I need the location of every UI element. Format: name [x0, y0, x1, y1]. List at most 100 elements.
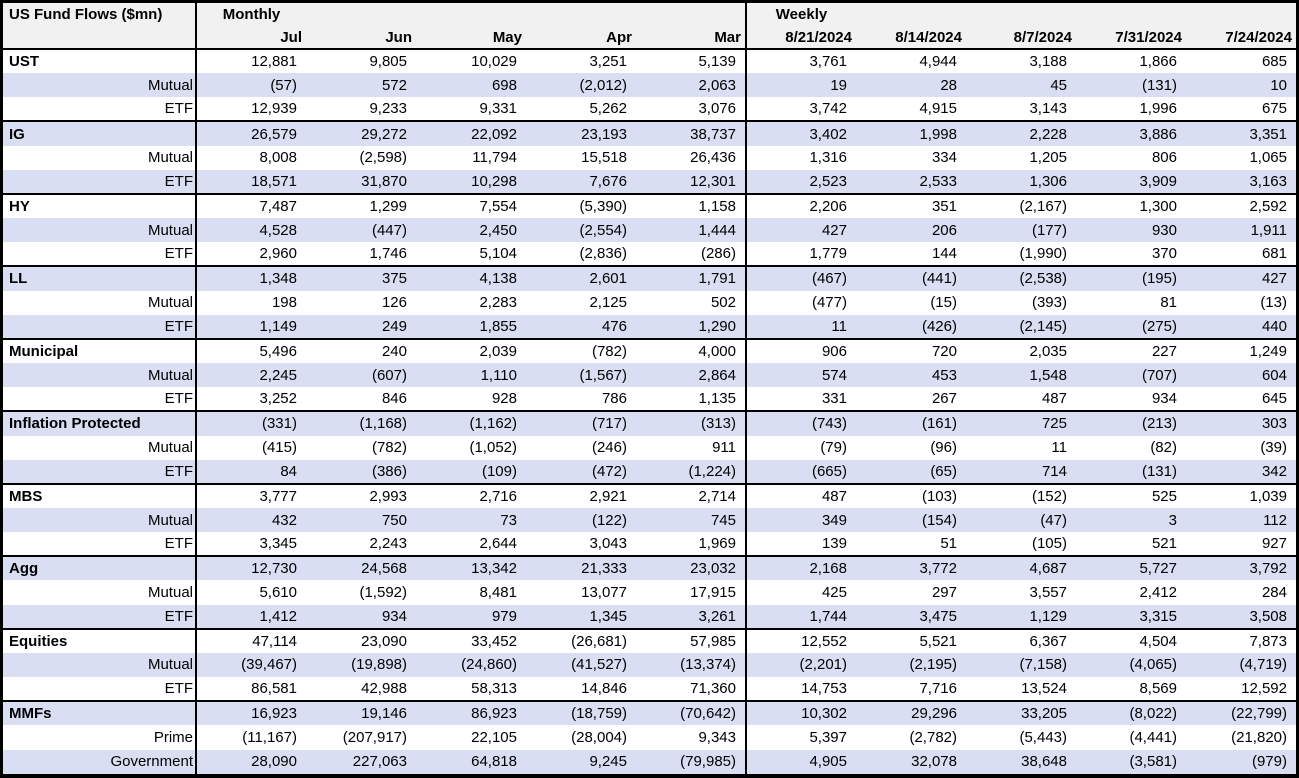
monthly-value: 4,528 [196, 218, 306, 243]
monthly-value: (447) [306, 218, 416, 243]
category-label: HY [3, 192, 197, 219]
monthly-value: 8,008 [259, 149, 297, 167]
sub-category-label: Government [3, 749, 197, 774]
weekly-value: 927 [1261, 535, 1287, 553]
sub-row-mutual: Mutual 432 750 73 (122) 745 349 (154) (47) 3 112 [3, 507, 1296, 533]
monthly-value: 57,985 [636, 627, 747, 653]
monthly-value: 375 [306, 265, 416, 291]
sub-category-label: ETF [3, 97, 197, 122]
weekly-value: 3,143 [1029, 100, 1067, 118]
weekly-value: 3,909 [1076, 169, 1186, 194]
monthly-value: 5,104 [479, 245, 517, 263]
monthly-value: 73 [416, 507, 526, 533]
monthly-value: 11,794 [472, 149, 517, 167]
weekly-value: 7,716 [919, 680, 957, 698]
monthly-value: 23,032 [636, 555, 747, 581]
weekly-value: 1,548 [966, 363, 1076, 388]
weekly-value: 38,648 [966, 749, 1076, 774]
weekly-value: 5,727 [1076, 555, 1186, 581]
monthly-value: (472) [526, 459, 636, 484]
monthly-value: 47,114 [196, 627, 306, 653]
monthly-value: 2,921 [526, 482, 636, 508]
monthly-value: 745 [636, 507, 747, 533]
weekly-value: 1,306 [966, 169, 1076, 194]
weekly-value: 3,475 [856, 604, 966, 629]
weekly-value: (22,799) [1186, 700, 1296, 726]
sub-category-label: Mutual [3, 435, 197, 460]
weekly-value: 1,779 [809, 245, 847, 263]
category-label: Municipal [3, 337, 197, 364]
weekly-value: 5,521 [856, 627, 966, 653]
weekly-value: 2,168 [746, 555, 856, 581]
monthly-value: 26,436 [636, 145, 747, 170]
weekly-value: 4,504 [1076, 627, 1186, 653]
weekly-value: 45 [966, 73, 1076, 98]
weekly-value: (2,201) [746, 652, 856, 678]
monthly-value: (415) [261, 439, 297, 457]
table-title: US Fund Flows ($mn) [3, 3, 197, 49]
weekly-value: 112 [1186, 507, 1296, 533]
weekly-value: 1,866 [1076, 47, 1186, 74]
weekly-value: (441) [856, 265, 966, 291]
group-row-ust: UST 12,881 9,805 10,029 3,251 5,139 3,761 4,944… [3, 47, 1296, 74]
sub-category-label: ETF [3, 604, 197, 629]
category-label: MBS [3, 482, 197, 508]
monthly-value: 1,969 [636, 532, 747, 557]
monthly-value: 38,737 [636, 120, 747, 146]
monthly-value: 8,481 [479, 584, 517, 602]
sub-row-etf: ETF 84 (386) (109) (472) (1,224) (665) (65) 714(… [3, 459, 1296, 484]
monthly-value: (13,374) [636, 652, 747, 678]
weekly-value: 14,753 [801, 680, 847, 698]
monthly-value: 23,193 [526, 120, 636, 146]
monthly-value: (1,162) [416, 410, 526, 436]
month-header-mar: Mar [636, 26, 747, 50]
monthly-value: 22,105 [471, 728, 517, 746]
sub-row-etf: ETF 12,939 9,233 9,331 5,262 3,076 3,742 4,915 3… [3, 97, 1296, 122]
weekly-value: 3,163 [1186, 169, 1296, 194]
monthly-value: (2,598) [359, 149, 407, 167]
sub-row-mutual: Mutual 4,528 (447) 2,450 (2,554) 1,444 427 206(… [3, 218, 1296, 243]
sub-category-label: Prime [3, 725, 197, 750]
weekly-value: 1,205 [1029, 149, 1067, 167]
sub-category-label: Mutual [3, 363, 197, 388]
weekly-value: (477) [811, 294, 847, 312]
sub-category-label: ETF [3, 387, 197, 412]
monthly-value: (331) [196, 410, 306, 436]
weekly-value: 681 [1261, 245, 1287, 263]
weekly-value: 351 [856, 192, 966, 219]
column-header-row: Jul Jun May Apr Mar 8/21/2024 8/14/2024 … [3, 26, 1296, 50]
fund-flows-table: US Fund Flows ($mn) Monthly Weekly Jul J… [3, 3, 1296, 774]
weekly-value: 1,998 [856, 120, 966, 146]
weekly-value: 720 [856, 337, 966, 364]
monthly-value: 2,450 [416, 218, 526, 243]
monthly-value: 2,125 [589, 294, 627, 312]
category-label: LL [3, 265, 197, 291]
monthly-section-label: Monthly [196, 3, 306, 26]
monthly-value: 7,676 [526, 169, 636, 194]
monthly-value: 42,988 [361, 680, 407, 698]
monthly-value: 432 [196, 507, 306, 533]
weekly-value: 331 [821, 390, 847, 408]
monthly-value: 3,777 [196, 482, 306, 508]
weekly-value: (4,441) [1129, 728, 1177, 746]
weekly-value: 425 [821, 584, 847, 602]
month-header-jun: Jun [306, 26, 416, 50]
weekly-value: 2,228 [966, 120, 1076, 146]
monthly-value: 9,805 [306, 47, 416, 74]
weekly-value: 2,206 [746, 192, 856, 219]
group-row-mbs: MBS 3,777 2,993 2,716 2,921 2,714 487 (103) (152… [3, 482, 1296, 508]
weekly-value: 1,316 [809, 149, 847, 167]
sub-row-prime: Prime (11,167) (207,917) 22,105 (28,004) 9,34… [3, 725, 1296, 750]
weekly-value: 144 [931, 245, 957, 263]
header-spacer [856, 3, 966, 26]
monthly-value: 2,993 [306, 482, 416, 508]
monthly-value: 12,881 [196, 47, 306, 74]
monthly-value: 1,110 [416, 363, 526, 388]
weekly-value: 13,524 [1021, 680, 1067, 698]
weekly-section-label: Weekly [746, 3, 856, 26]
monthly-value: (2,012) [526, 73, 636, 98]
sub-row-mutual: Mutual (415) (782) (1,052) (246) 911 (79) (96) 1… [3, 435, 1296, 460]
weekly-value: (47) [966, 507, 1076, 533]
weekly-value: 303 [1186, 410, 1296, 436]
category-label: MMFs [3, 700, 197, 726]
